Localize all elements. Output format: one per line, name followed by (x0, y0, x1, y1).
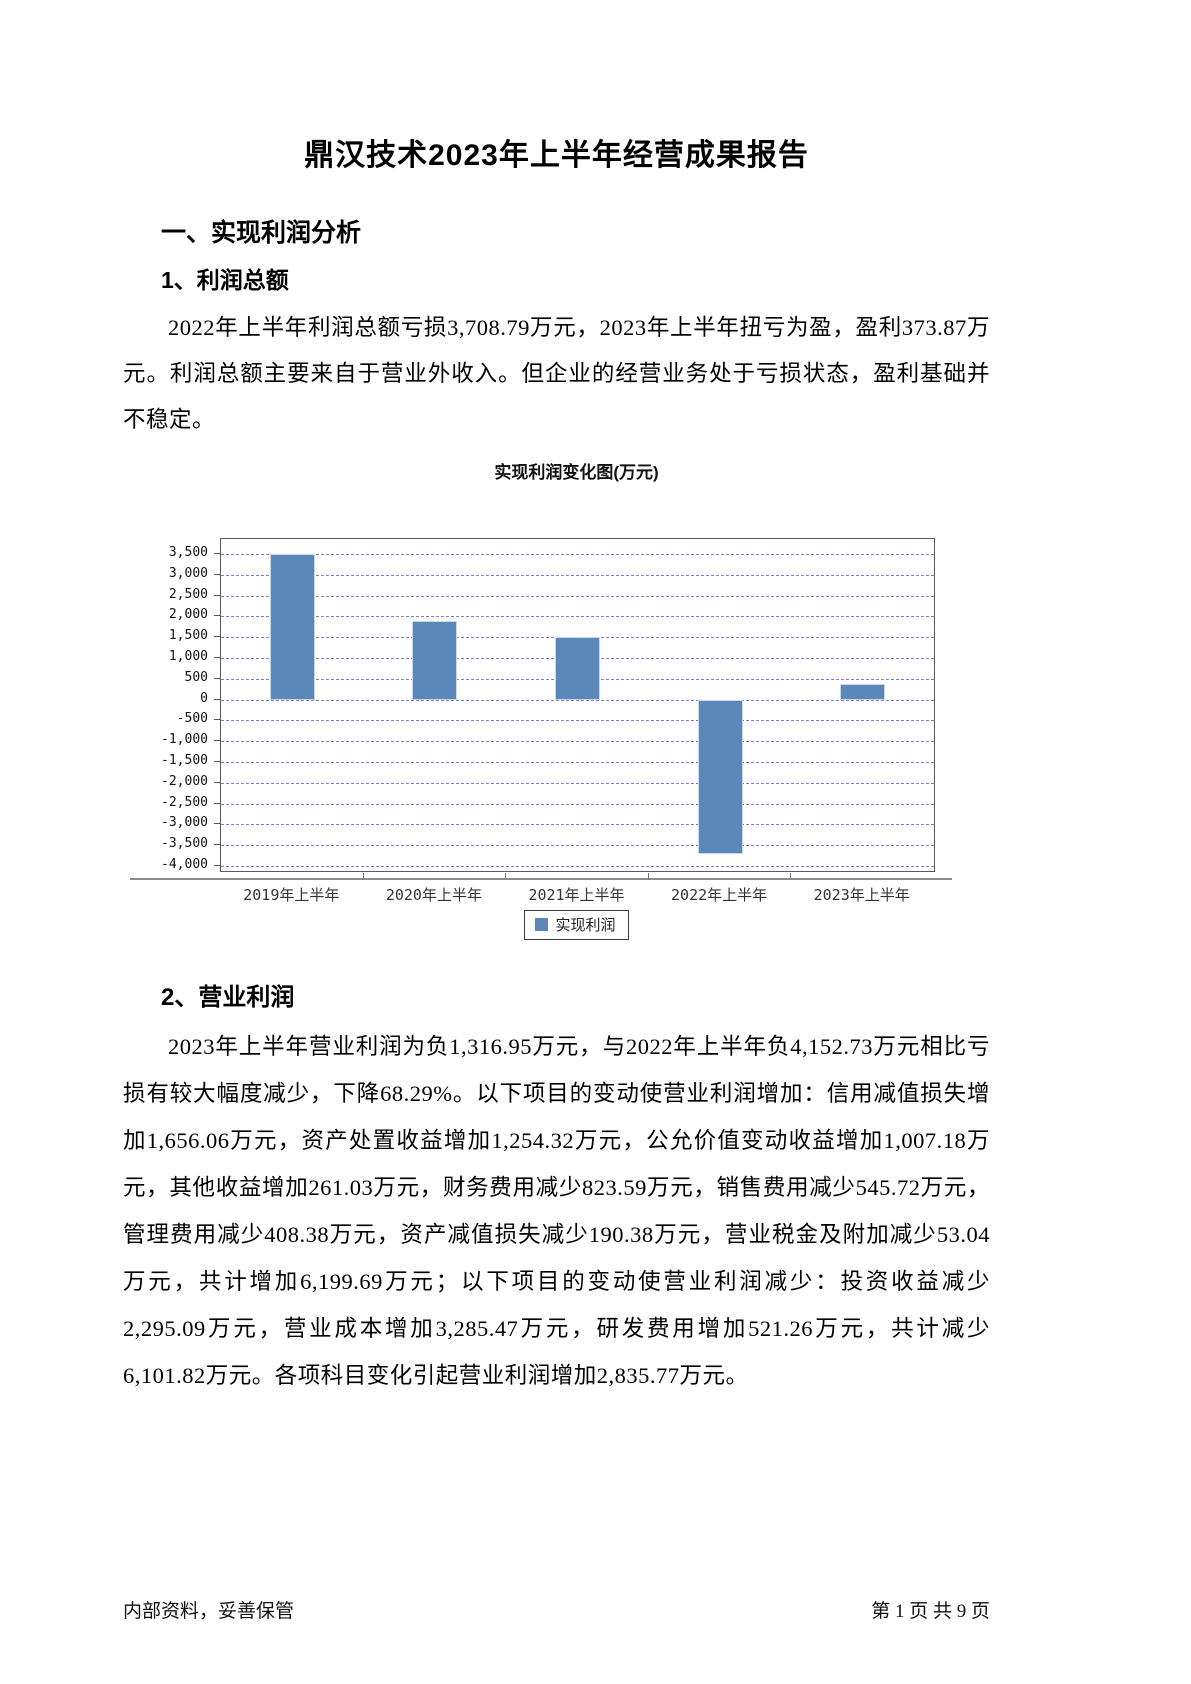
y-tick-label: 1,000 (168, 648, 208, 664)
bar-2023年上半年 (840, 684, 886, 700)
y-axis-tick (214, 594, 220, 596)
y-axis-tick (214, 719, 220, 721)
gridline (221, 553, 934, 555)
bar-2019年上半年 (269, 553, 315, 700)
y-tick-label: 500 (184, 669, 208, 685)
chart-plot-area (220, 538, 935, 872)
y-axis-tick (214, 677, 220, 679)
y-tick-label: 0 (200, 690, 208, 706)
x-axis-tick (505, 873, 507, 880)
legend-box: 实现利润 (524, 910, 629, 940)
y-axis-tick (214, 781, 220, 783)
gridline (221, 761, 934, 763)
gridline (221, 741, 934, 743)
y-axis-tick (214, 823, 220, 825)
y-axis-tick (214, 615, 220, 617)
gridline (221, 866, 934, 867)
y-tick-label: -2,000 (161, 773, 208, 789)
x-axis-tick (647, 873, 649, 880)
gridline (221, 803, 934, 805)
y-axis-tick (214, 573, 220, 575)
paragraph-total-profit: 2022年上半年利润总额亏损3,708.79万元，2023年上半年扭亏为盈，盈利… (123, 315, 990, 432)
gridline (221, 616, 934, 618)
gridline (221, 782, 934, 784)
y-tick-label: 2,000 (168, 607, 208, 623)
y-tick-label: 1,500 (168, 628, 208, 644)
y-tick-label: -1,000 (161, 732, 208, 748)
y-axis-tick (214, 865, 220, 866)
y-axis-tick (214, 656, 220, 658)
y-axis-tick (214, 698, 220, 700)
legend-series-label: 实现利润 (555, 916, 616, 934)
y-axis-tick (214, 636, 220, 638)
bar-2020年上半年 (412, 620, 458, 700)
y-tick-label: -3,500 (161, 836, 208, 852)
subsection-heading-total-profit: 1、利润总额 (161, 267, 289, 293)
footer-page-number: 第 1 页 共 9 页 (871, 1601, 990, 1622)
bar-2022年上半年 (697, 699, 743, 854)
x-tick-label: 2022年上半年 (671, 886, 768, 904)
y-tick-label: -3,000 (161, 815, 208, 831)
y-tick-label: -1,500 (161, 752, 208, 768)
chart-title: 实现利润变化图(万元) (494, 463, 659, 482)
x-axis-tick (362, 873, 364, 880)
y-tick-label: 3,000 (168, 565, 208, 581)
y-tick-label: -4,000 (161, 857, 208, 872)
x-tick-label: 2020年上半年 (385, 886, 482, 904)
x-tick-label: 2023年上半年 (813, 886, 910, 904)
subsection-heading-operating-profit: 2、营业利润 (161, 984, 295, 1011)
y-tick-label: -500 (176, 711, 208, 727)
gridline (221, 720, 934, 722)
profit-change-bar-chart: 实现利润变化图(万元) 3,500 3,000 2,500 2,000 1,500 1,0… (130, 452, 952, 952)
y-axis-tick (214, 740, 220, 742)
gridline (221, 595, 934, 597)
legend-color-swatch-icon (535, 918, 549, 931)
page-title: 鼎汉技术2023年上半年经营成果报告 (304, 139, 809, 172)
y-axis-tick (214, 760, 220, 762)
y-axis-tick (214, 844, 220, 846)
bar-2021年上半年 (555, 637, 600, 700)
gridline (221, 574, 934, 576)
y-tick-label: 3,500 (168, 544, 208, 560)
gridline (221, 699, 934, 701)
y-axis-tick (214, 802, 220, 804)
footer-confidential-note: 内部资料，妥善保管 (123, 1601, 295, 1622)
paragraph-operating-profit: 2023年上半年营业利润为负1,316.95万元，与2022年上半年负4,152… (123, 1034, 990, 1388)
gridline (221, 845, 934, 847)
y-tick-label: -2,500 (161, 794, 208, 810)
y-tick-label: 2,500 (168, 586, 208, 602)
x-axis-tick (790, 873, 792, 880)
gridline (221, 824, 934, 826)
chart-legend: 实现利润 (220, 910, 933, 940)
section-heading-profit-analysis: 一、实现利润分析 (161, 219, 362, 247)
y-axis-tick (214, 552, 220, 554)
x-tick-label: 2021年上半年 (528, 886, 625, 904)
chart-x-axis-line (130, 878, 952, 880)
x-tick-label: 2019年上半年 (243, 886, 340, 904)
